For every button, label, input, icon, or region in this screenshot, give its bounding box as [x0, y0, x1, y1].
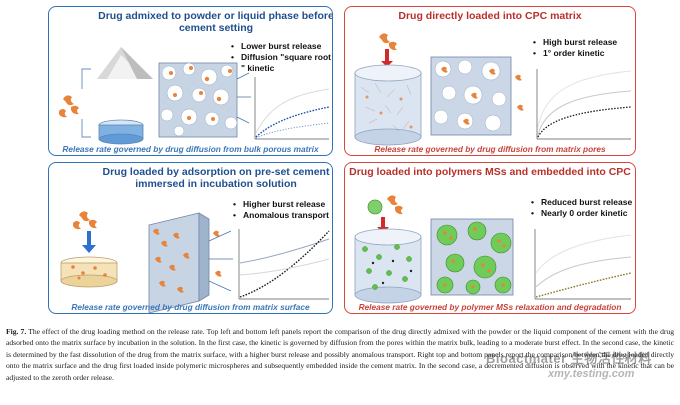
- kinetics-bullets: Reduced burst release Nearly 0 order kin…: [531, 197, 635, 219]
- panel-title: Drug loaded by adsorption on pre-set cem…: [102, 166, 330, 190]
- panel-top-right: Drug directly loaded into CPC matrix: [344, 6, 636, 156]
- panel-bottom-left: Drug loaded by adsorption on pre-set cem…: [48, 162, 333, 314]
- figure-caption: Fig. 7. The effect of the drug loading m…: [6, 326, 674, 383]
- panel-caption: Release rate governed by polymer MSs rel…: [358, 302, 622, 312]
- panel-title: Drug admixed to powder or liquid phase b…: [98, 10, 333, 34]
- panel-caption: Release rate governed by drug diffusion …: [71, 302, 310, 312]
- bullet-item: 1° order kinetic: [533, 48, 633, 59]
- bullet-item: Anomalous transport: [233, 210, 332, 221]
- panel-title: Drug loaded into polymers MSs and embedd…: [349, 166, 631, 178]
- drug-molecule-icon: [387, 195, 403, 215]
- release-graph: [534, 229, 632, 300]
- release-graph: [254, 77, 330, 140]
- porous-matrix-icon: [158, 62, 251, 138]
- panel-title: Drug directly loaded into CPC matrix: [398, 10, 582, 22]
- drug-molecule-icon: [59, 95, 79, 118]
- panel-caption: Release rate governed by drug diffusion …: [374, 144, 606, 154]
- figure-caption-text: The effect of the drug loading method on…: [6, 327, 674, 382]
- surface-slab-icon: [148, 212, 233, 313]
- bullet-item: Nearly 0 order kinetic: [531, 208, 635, 219]
- microsphere-illustration: [354, 195, 632, 304]
- bullet-item: Higher burst release: [233, 199, 332, 210]
- microsphere-icon: [367, 199, 383, 215]
- drug-molecule-icon: [379, 33, 397, 51]
- arrow-down-icon: [82, 231, 96, 253]
- cement-cylinder-icon: [354, 228, 422, 304]
- bullet-item: Lower burst release: [231, 41, 331, 52]
- release-graph: [536, 69, 632, 140]
- admix-illustration: [59, 47, 330, 145]
- figure-label: Fig. 7.: [6, 327, 27, 336]
- kinetics-bullets: Lower burst release Diffusion "square ro…: [231, 41, 331, 74]
- panel-caption: Release rate governed by drug diffusion …: [62, 144, 319, 154]
- bullet-item: Diffusion "square root " kinetic: [231, 52, 331, 74]
- watermark: Bioactmater 生物活性材料: [486, 351, 652, 366]
- microsphere-matrix-icon: [430, 218, 514, 296]
- direct-load-illustration: [354, 33, 632, 146]
- drug-molecule-icon: [73, 211, 97, 230]
- release-graph: [238, 229, 330, 300]
- pore-matrix-icon: [430, 56, 524, 136]
- powder-pile-icon: [97, 47, 153, 79]
- incubation-dish-icon: [60, 256, 118, 288]
- bullet-item: High burst release: [533, 37, 633, 48]
- watermark-url: xmy.testing.com: [548, 368, 635, 380]
- kinetics-bullets: Higher burst release Anomalous transport: [233, 199, 332, 221]
- panel-top-left: Drug admixed to powder or liquid phase b…: [48, 6, 333, 156]
- panel-bottom-right: Drug loaded into polymers MSs and embedd…: [344, 162, 636, 314]
- arrow-down-icon: [381, 49, 393, 67]
- kinetics-bullets: High burst release 1° order kinetic: [533, 37, 633, 59]
- adsorption-illustration: [60, 211, 330, 313]
- bullet-item: Reduced burst release: [531, 197, 635, 208]
- cement-cylinder-icon: [354, 64, 422, 146]
- liquid-dish-icon: [98, 119, 144, 145]
